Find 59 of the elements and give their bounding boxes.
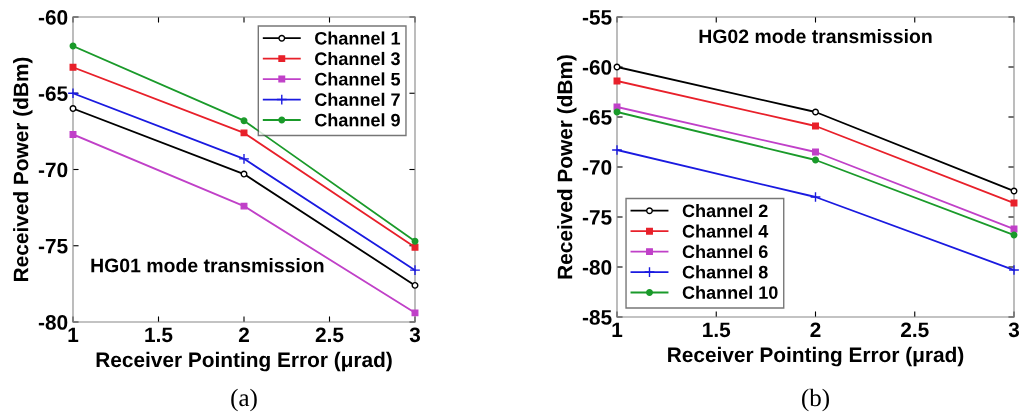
point [67,87,79,99]
legend-label: Channel 6 [682,244,768,259]
point [411,237,419,245]
y-tick-label: -80 [582,260,612,275]
point [69,105,77,112]
y-tick-label: -55 [582,10,612,25]
point [240,117,248,125]
x-tick-label: 2.5 [900,322,929,338]
y-tick-label: -65 [582,110,612,125]
x-tick-label: 1.5 [145,327,173,343]
point [411,309,419,317]
y-tick-label: -60 [38,10,68,25]
x-tick-label: 2 [238,327,249,342]
point [411,281,419,289]
chart-title: HG02 mode transmission [699,28,932,44]
legend-label: Channel 3 [315,51,400,66]
legend-label: Channel 4 [682,224,769,238]
point [238,153,250,165]
text: (b) [802,388,829,412]
y-axis-title: Received Power (dBm) [13,57,33,281]
legend-label: Channel 9 [315,113,400,127]
x-tick-label: 1 [68,327,79,342]
text: HG01 mode transmission [91,258,324,273]
y-tick-label: -85 [582,310,612,325]
y-axis-title: Received Power (dBm) [557,55,577,279]
legend-label: Channel 7 [315,92,400,107]
y-tick-label: -70 [38,162,68,178]
point [809,191,822,203]
y-tick-label: -70 [582,160,612,175]
point [240,129,248,137]
text: (a) [231,388,257,412]
x-tick-label: 2 [810,322,821,337]
x-tick-label: 3 [409,327,421,343]
x-tick-label: 1.5 [703,322,731,338]
point [1008,264,1020,276]
y-tick-label: -60 [582,60,612,75]
legend-label: Channel 10 [682,285,778,299]
point [611,144,623,156]
point [812,108,819,116]
x-tick-label: 2.5 [315,327,344,343]
point [69,130,77,138]
y-tick-label: -75 [38,238,68,254]
point [409,264,421,276]
point [812,148,819,156]
x-tick-label: 1 [612,322,623,337]
legend-label: Channel 5 [315,72,401,86]
point [69,63,77,71]
x-axis-title: Receiver Pointing Error (μrad) [96,351,392,372]
y-tick-label: -75 [582,210,612,225]
legend-label: Channel 2 [682,203,768,218]
legend-label: Channel 1 [315,31,401,45]
x-axis-title: Receiver Pointing Error (μrad) [668,346,964,367]
point [812,122,819,130]
y-tick-label: -80 [38,315,68,330]
point [812,156,819,164]
x-tick-label: 3 [1008,322,1020,338]
legend-label: Channel 8 [682,265,768,279]
point [240,202,248,210]
y-tick-label: -65 [38,86,68,101]
